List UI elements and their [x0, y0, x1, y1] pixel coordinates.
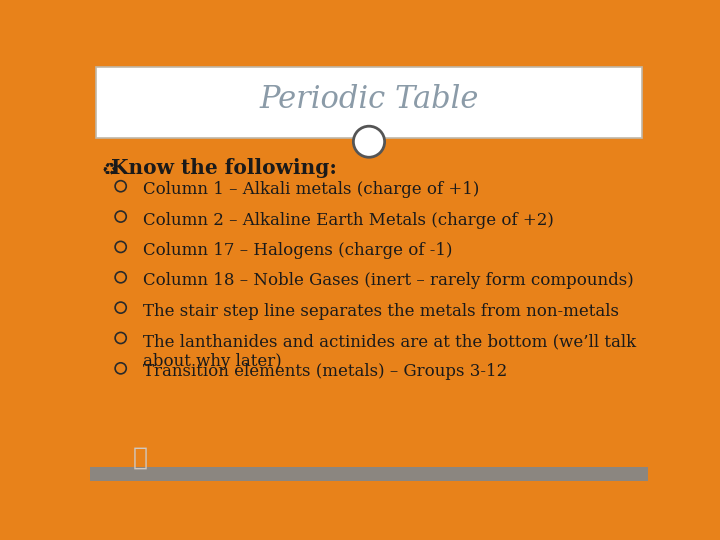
- Text: about why later): about why later): [143, 353, 282, 370]
- Text: Column 18 – Noble Gases (inert – rarely form compounds): Column 18 – Noble Gases (inert – rarely …: [143, 272, 634, 289]
- Text: Column 1 – Alkali metals (charge of +1): Column 1 – Alkali metals (charge of +1): [143, 181, 480, 198]
- Ellipse shape: [354, 126, 384, 157]
- Text: Periodic Table: Periodic Table: [259, 84, 479, 114]
- Text: ♻: ♻: [101, 160, 117, 178]
- Text: Know the following:: Know the following:: [104, 158, 337, 178]
- Text: Column 17 – Halogens (charge of -1): Column 17 – Halogens (charge of -1): [143, 242, 452, 259]
- FancyBboxPatch shape: [96, 67, 642, 138]
- Text: 🔈: 🔈: [132, 446, 148, 470]
- Ellipse shape: [358, 131, 380, 153]
- Text: Transition elements (metals) – Groups 3-12: Transition elements (metals) – Groups 3-…: [143, 363, 508, 380]
- Text: The lanthanides and actinides are at the bottom (we’ll talk: The lanthanides and actinides are at the…: [143, 333, 636, 350]
- Ellipse shape: [354, 126, 384, 157]
- Text: Column 2 – Alkaline Earth Metals (charge of +2): Column 2 – Alkaline Earth Metals (charge…: [143, 212, 554, 228]
- Text: The stair step line separates the metals from non-metals: The stair step line separates the metals…: [143, 302, 619, 320]
- FancyBboxPatch shape: [90, 467, 648, 481]
